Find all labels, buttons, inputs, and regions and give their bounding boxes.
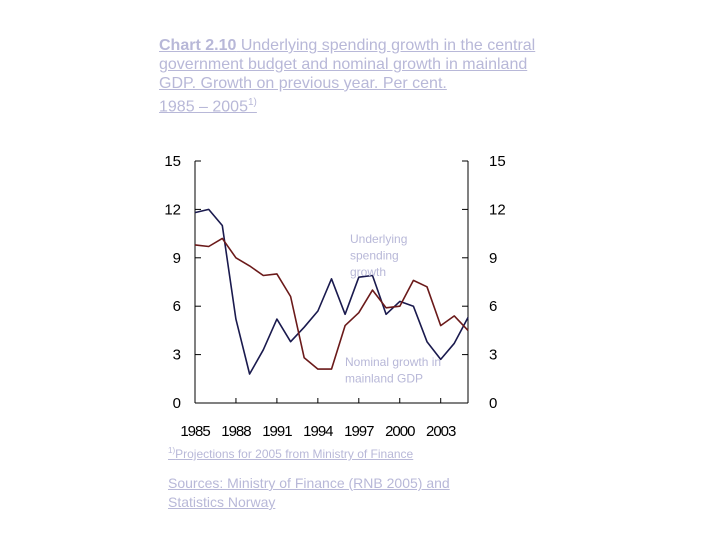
y-tick-label-left: 6 <box>173 298 181 315</box>
chart-annotations: Underlying spending growth Nominal growth i… <box>345 232 441 386</box>
x-tick-label: 1997 <box>344 423 374 440</box>
y-tick-label-left: 9 <box>173 250 181 267</box>
x-tick-label: 1991 <box>262 423 292 440</box>
y-tick-label-right: 0 <box>489 395 497 412</box>
y-tick-label-right: 3 <box>489 347 497 364</box>
chart-subtitle: 1985 – 2005 <box>159 98 248 116</box>
x-tick-label: 2000 <box>385 423 415 440</box>
y-tick-label-left: 15 <box>164 153 181 170</box>
y-tick-label-left: 12 <box>164 201 181 218</box>
sources-note: Sources: Ministry of Finance (RNB 2005) … <box>168 475 450 510</box>
chart-subtitle-footnote-mark: 1) <box>247 97 257 108</box>
x-tick-label: 2003 <box>426 423 456 440</box>
y-tick-label-right: 9 <box>489 250 497 267</box>
chart-series <box>194 208 469 375</box>
footnote: 1)Projections for 2005 from Ministry of … <box>168 446 413 461</box>
x-tick-label: 1988 <box>221 423 251 440</box>
footnote-text: Projections for 2005 from Ministry of Fi… <box>175 447 414 461</box>
x-axis: 1985 1988 1991 1994 1997 2000 2003 <box>180 398 457 440</box>
x-tick-label: 1994 <box>303 423 333 440</box>
annotation-gdp: Nominal growth in mainland GDP <box>345 355 441 386</box>
chart-number: Chart 2.10 <box>159 37 237 54</box>
y-tick-label-left: 0 <box>173 395 181 412</box>
y-tick-label-right: 6 <box>489 298 497 315</box>
y-axis-right: 0 3 6 9 12 15 <box>462 153 506 412</box>
series-line-spending <box>194 208 469 375</box>
chart-title-text: Underlying spending growth in the centra… <box>159 37 536 92</box>
series-line-gdp <box>194 237 469 370</box>
y-tick-label-right: 15 <box>489 153 506 170</box>
chart-title: Chart 2.10 Underlying spending growth in… <box>159 36 539 116</box>
y-axis-left: 0 3 6 9 12 15 <box>164 153 201 412</box>
footnote-mark: 1) <box>168 446 176 455</box>
x-tick-label: 1985 <box>180 423 210 440</box>
y-tick-label-left: 3 <box>173 347 181 364</box>
chart-axes <box>194 161 469 404</box>
annotation-spending: Underlying spending growth <box>350 232 407 279</box>
y-tick-label-right: 12 <box>489 201 506 218</box>
